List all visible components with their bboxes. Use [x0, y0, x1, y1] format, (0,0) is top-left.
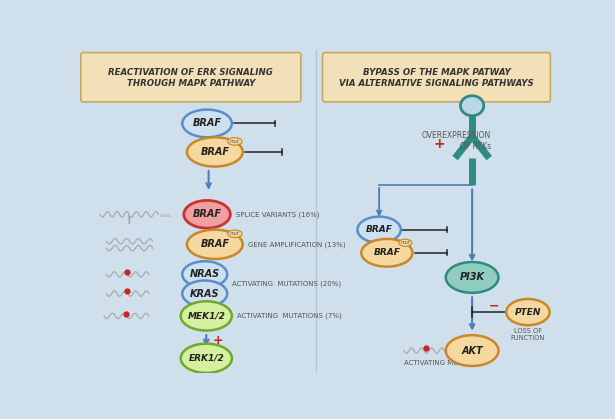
Ellipse shape: [399, 239, 412, 246]
Text: +: +: [213, 334, 223, 347]
Ellipse shape: [181, 301, 232, 331]
Ellipse shape: [187, 137, 243, 166]
Text: LOSS OF
FUNCTION: LOSS OF FUNCTION: [511, 328, 545, 341]
Text: GENE AMPLIFICATION (13%): GENE AMPLIFICATION (13%): [248, 241, 346, 248]
Text: ERK1/2: ERK1/2: [188, 354, 224, 363]
Ellipse shape: [461, 96, 484, 116]
Text: BRAF: BRAF: [366, 225, 392, 234]
Text: KRAS: KRAS: [190, 289, 220, 299]
Ellipse shape: [181, 344, 232, 373]
Ellipse shape: [361, 239, 413, 266]
Ellipse shape: [228, 230, 242, 238]
Text: BRAF: BRAF: [200, 147, 229, 157]
Ellipse shape: [182, 110, 232, 137]
Ellipse shape: [182, 280, 227, 307]
Text: ACTIVATING  MUTATIONS (20%): ACTIVATING MUTATIONS (20%): [232, 280, 341, 287]
Ellipse shape: [184, 200, 231, 228]
Text: mut: mut: [230, 231, 240, 236]
Ellipse shape: [506, 299, 550, 325]
Text: BRAF: BRAF: [192, 209, 221, 219]
Text: +: +: [434, 137, 445, 151]
Text: REACTIVATION OF ERK SIGNALING
THROUGH MAPK PATHWAY: REACTIVATION OF ERK SIGNALING THROUGH MA…: [108, 68, 273, 88]
Text: BRAF: BRAF: [200, 239, 229, 249]
Text: ACTIVATING MUTATIONS: ACTIVATING MUTATIONS: [404, 360, 488, 366]
Text: AAAA: AAAA: [160, 214, 172, 218]
Text: ACTIVATING  MUTATIONS (7%): ACTIVATING MUTATIONS (7%): [237, 313, 342, 319]
Ellipse shape: [357, 217, 401, 243]
Text: mut: mut: [400, 241, 410, 245]
Ellipse shape: [182, 261, 227, 287]
FancyBboxPatch shape: [322, 53, 550, 102]
FancyBboxPatch shape: [81, 53, 301, 102]
Text: SPLICE VARIANTS (16%): SPLICE VARIANTS (16%): [236, 211, 319, 217]
Text: PI3K: PI3K: [459, 272, 485, 282]
Text: BRAF: BRAF: [192, 119, 221, 129]
Text: OVEREXPRESSION
OF RTKs: OVEREXPRESSION OF RTKs: [422, 132, 491, 151]
Text: −: −: [488, 300, 499, 313]
Text: PTEN: PTEN: [515, 308, 541, 317]
Text: BRAF: BRAF: [373, 248, 400, 257]
Text: MEK1/2: MEK1/2: [188, 311, 225, 321]
Text: mut: mut: [230, 139, 240, 144]
Text: NRAS: NRAS: [189, 269, 220, 279]
Ellipse shape: [446, 335, 499, 366]
Text: AKT: AKT: [461, 346, 483, 356]
Ellipse shape: [228, 137, 242, 145]
Ellipse shape: [187, 230, 243, 259]
Ellipse shape: [446, 262, 499, 293]
Text: BYPASS OF THE MAPK PATWAY
VIA ALTERNATIVE SIGNALING PATHWAYS: BYPASS OF THE MAPK PATWAY VIA ALTERNATIV…: [339, 68, 534, 88]
